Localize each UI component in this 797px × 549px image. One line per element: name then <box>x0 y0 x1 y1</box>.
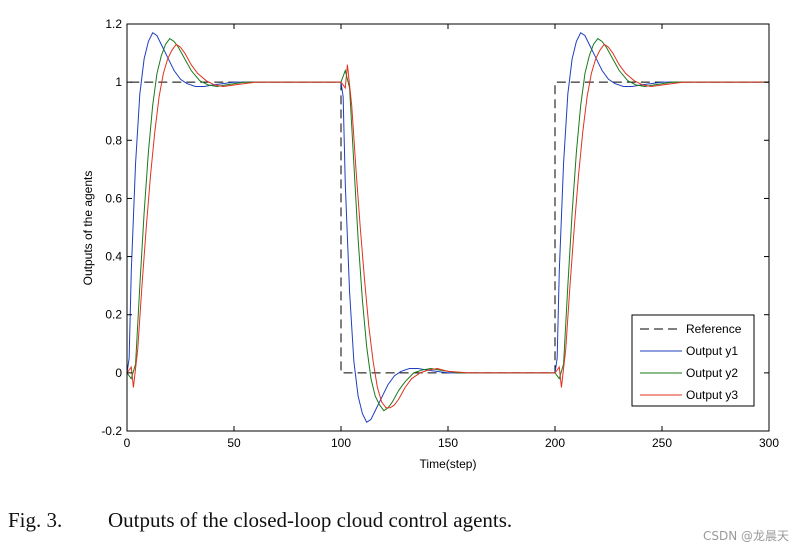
figure-caption: Fig. 3. Outputs of the closed-loop cloud … <box>8 508 512 533</box>
legend-label-output-y3: Output y3 <box>686 388 738 402</box>
series-line-output-y1 <box>126 31 769 424</box>
x-tick-label: 300 <box>759 436 779 450</box>
legend-label-output-y2: Output y2 <box>686 366 738 380</box>
figure-caption-text: Outputs of the closed-loop cloud control… <box>108 508 513 532</box>
series-line-output-y2 <box>126 37 769 412</box>
y-tick-label: 1 <box>115 75 122 89</box>
legend-box <box>631 314 755 407</box>
series-line-output-y3 <box>126 43 769 409</box>
x-tick-label: 200 <box>545 436 565 450</box>
x-axis: 0 50 100 150 200 250 300 <box>124 24 779 450</box>
chart: 0 50 100 150 200 250 300 -0.200.20.40.60.811.2… <box>81 17 779 471</box>
legend: Reference Output y1 Output y2 Output y3 <box>631 314 755 407</box>
legend-label-reference: Reference <box>686 322 742 336</box>
x-axis-label: Time(step) <box>420 457 477 471</box>
y-axis-label: Outputs of the agents <box>81 171 95 286</box>
x-tick-label: 250 <box>652 436 672 450</box>
y-tick-label: 0.8 <box>105 133 122 147</box>
figure-number: Fig. 3. <box>8 508 63 532</box>
x-tick-label: 0 <box>124 436 131 450</box>
series-layer <box>126 31 769 424</box>
y-tick-label: -0.2 <box>101 424 122 438</box>
y-tick-label: 1.2 <box>105 17 122 31</box>
x-tick-label: 50 <box>227 436 241 450</box>
x-tick-label: 150 <box>438 436 458 450</box>
x-tick-label: 100 <box>331 436 351 450</box>
y-axis: -0.2 0 0.2 0.4 0.6 0.8 1 1.2 <box>101 17 769 438</box>
y-tick-label: 0.2 <box>105 308 122 322</box>
y-tick-label: 0.4 <box>105 250 122 264</box>
legend-label-output-y1: Output y1 <box>686 344 738 358</box>
y-tick-label: 0 <box>115 366 122 380</box>
y-tick-label: 0.6 <box>105 191 122 205</box>
watermark: CSDN @龙晨天 <box>702 529 789 543</box>
